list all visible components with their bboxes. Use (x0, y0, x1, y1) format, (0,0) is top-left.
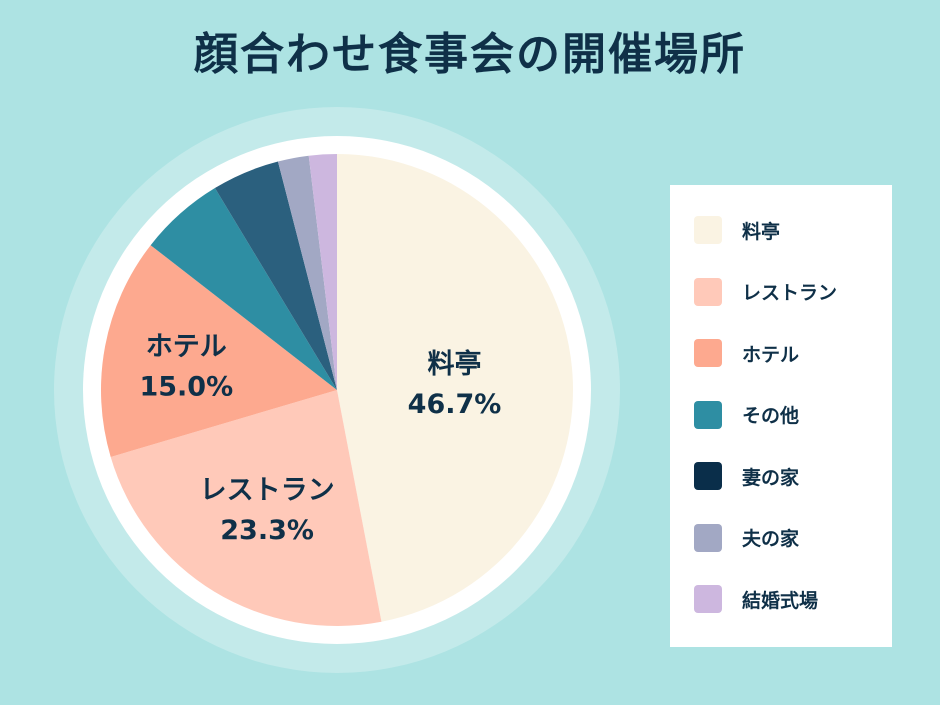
legend-item: レストラン (694, 277, 837, 307)
legend-swatch (694, 216, 722, 244)
legend-swatch (694, 523, 722, 552)
legend-item: 料亭 (694, 215, 780, 245)
legend-label: 料亭 (742, 220, 781, 243)
legend-item: 結婚式場 (694, 584, 818, 614)
pie-labels: 料亭 46.7% レストラン 23.3% ホテル 15.0% (139, 332, 501, 546)
pie-slice-2 (110, 390, 382, 627)
legend-label: レストラン (742, 282, 838, 304)
legend-label: 夫の家 (742, 528, 800, 550)
legend-swatch (694, 400, 722, 429)
pie-slice-1 (337, 154, 574, 622)
legend-item: ホテル (694, 338, 799, 368)
legend-item: その他 (694, 400, 799, 430)
legend-swatch (694, 462, 722, 490)
legend-item: 夫の家 (694, 523, 799, 553)
legend: 料亭レストランホテルその他妻の家夫の家結婚式場 (670, 185, 892, 647)
pie-slice-5 (214, 161, 337, 390)
pie-slice-6 (277, 155, 337, 390)
slice-value-label: 15.0% (139, 372, 233, 403)
chart-title: 顔合わせ食事会の開催場所 (194, 29, 746, 80)
legend-swatch (694, 585, 722, 613)
slice-value-label: 46.7% (408, 389, 502, 420)
slice-value-label: 23.3% (220, 515, 314, 546)
legend-item: 妻の家 (694, 461, 799, 491)
slice-category-label: レストラン (200, 475, 335, 506)
legend-label: 結婚式場 (742, 589, 819, 612)
legend-label: 妻の家 (742, 466, 800, 489)
legend-label: ホテル (742, 343, 800, 366)
pie-slices (100, 154, 574, 627)
legend-swatch (694, 339, 722, 367)
legend-label: その他 (742, 405, 800, 427)
pie-slice-3 (100, 245, 337, 457)
slice-category-label: ホテル (146, 332, 227, 363)
pie-slice-7 (308, 154, 337, 390)
pie-slice-4 (150, 188, 337, 390)
slice-category-label: 料亭 (428, 348, 482, 380)
legend-swatch (694, 277, 722, 306)
